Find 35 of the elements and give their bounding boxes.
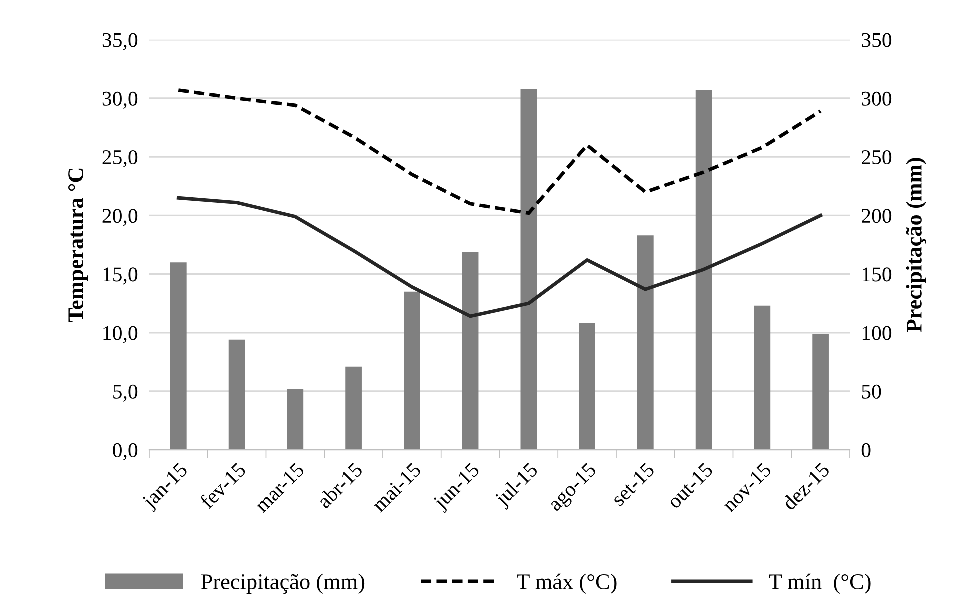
y2-tick-label: 100 [862,326,892,340]
y2-tick-label: 300 [862,92,892,106]
y-tick-label: 15,0 [104,268,138,285]
bar [462,252,479,450]
bar [812,334,829,450]
line-series [176,196,823,318]
y2-tick-label: 250 [862,150,892,165]
y2-tick-label: 0 [862,443,871,458]
y2-tick-label: 150 [862,268,892,282]
y2-tick-label: 200 [862,209,892,224]
bar [287,389,304,450]
y-axis-title: Temperatura °C [68,168,88,322]
bar [170,262,187,450]
y-tick-label: 5,0 [114,384,138,402]
y-tick-label: 30,0 [102,92,138,109]
bar [520,89,538,450]
bar [404,292,420,450]
y2-tick-label: 50 [862,384,882,399]
bar [754,306,771,450]
bar [696,90,712,450]
legend-label: T mín (°C) [769,574,871,594]
legend-label: T máx (°C) [517,574,617,594]
bar [346,366,362,450]
bar [638,236,654,450]
y-tick-label: 20,0 [102,209,138,226]
bar [228,340,246,450]
y-tick-label: 0,0 [113,443,138,460]
legend-label: Precipitação (mm) [201,574,365,594]
line-series [176,88,823,216]
bar [579,324,596,450]
y2-tick-label: 350 [862,33,892,48]
y-tick-label: 35,0 [102,33,138,50]
y-tick-label: 10,0 [104,326,138,344]
y2-axis-title: Precipitação (mm) [906,158,926,332]
y-tick-label: 25,0 [102,150,138,168]
